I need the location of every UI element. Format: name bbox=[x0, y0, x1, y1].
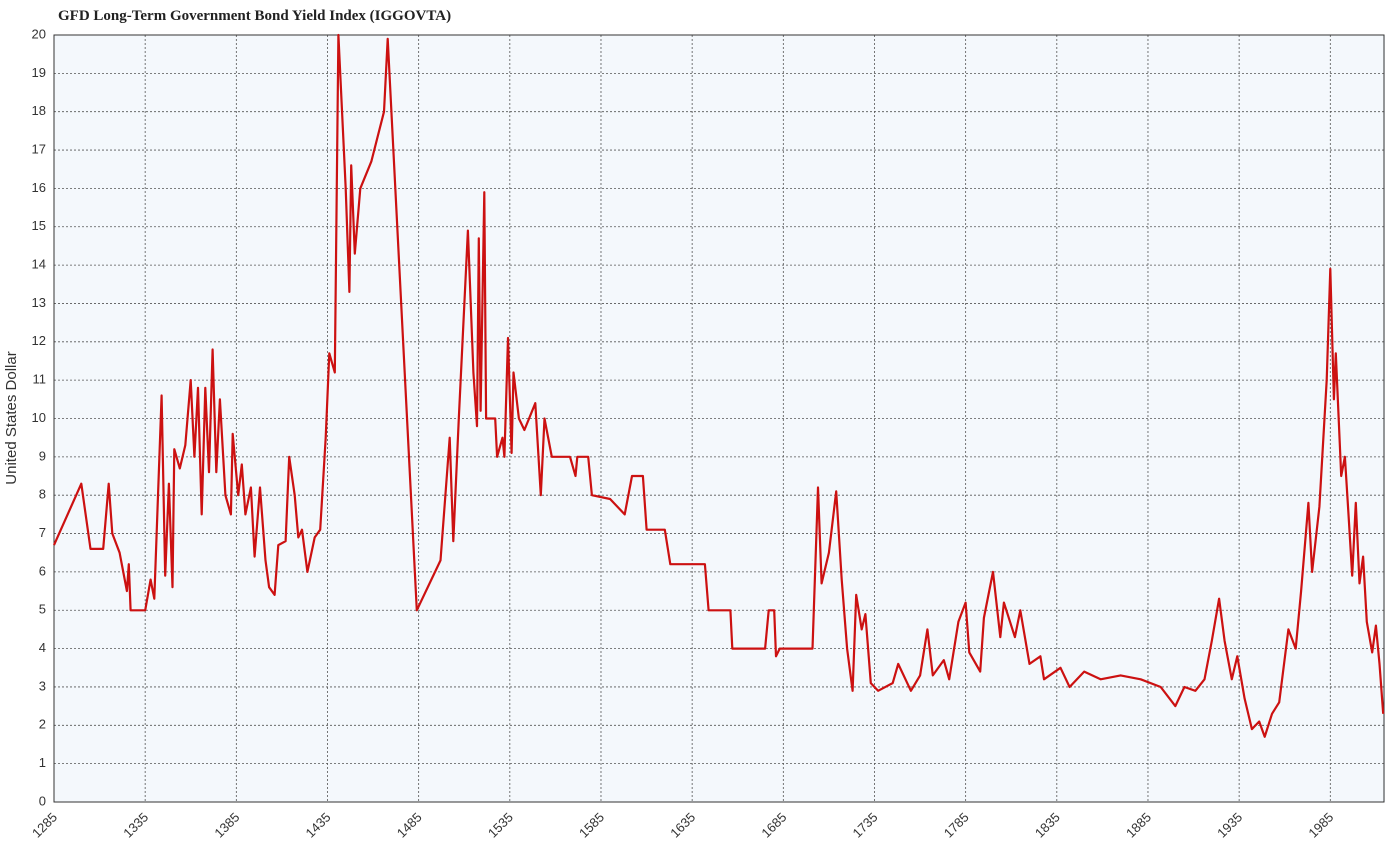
x-tick-label: 1985 bbox=[1305, 810, 1336, 841]
y-tick-label: 9 bbox=[39, 448, 46, 463]
line-series bbox=[52, 33, 1385, 738]
y-tick-label: 7 bbox=[39, 525, 46, 540]
y-tick-label: 0 bbox=[39, 793, 46, 808]
y-tick-label: 15 bbox=[32, 218, 46, 233]
y-tick-label: 4 bbox=[39, 640, 46, 655]
x-tick-label: 1935 bbox=[1214, 810, 1245, 841]
y-tick-label: 18 bbox=[32, 103, 46, 118]
y-tick-label: 17 bbox=[32, 141, 46, 156]
x-tick-label: 1285 bbox=[29, 810, 60, 841]
x-tick-label: 1735 bbox=[850, 810, 881, 841]
y-tick-label: 19 bbox=[32, 65, 46, 80]
x-tick-label: 1335 bbox=[120, 810, 151, 841]
x-tick-label: 1485 bbox=[394, 810, 425, 841]
y-tick-label: 11 bbox=[33, 372, 47, 387]
y-tick-label: 10 bbox=[32, 410, 46, 425]
plot-frame bbox=[53, 34, 1385, 803]
x-tick-label: 1885 bbox=[1123, 810, 1154, 841]
y-axis-label: United States Dollar bbox=[3, 351, 20, 484]
y-tick-label: 20 bbox=[32, 26, 46, 41]
x-tick-label: 1835 bbox=[1032, 810, 1063, 841]
x-tick-label: 1435 bbox=[303, 810, 334, 841]
y-tick-label: 5 bbox=[39, 602, 46, 617]
y-tick-label: 2 bbox=[39, 717, 46, 732]
y-tick-label: 3 bbox=[39, 678, 46, 693]
y-tick-label: 14 bbox=[32, 257, 46, 272]
x-tick-label: 1785 bbox=[941, 810, 972, 841]
y-tick-label: 16 bbox=[32, 180, 46, 195]
y-tick-label: 13 bbox=[32, 295, 46, 310]
chart-title: GFD Long-Term Government Bond Yield Inde… bbox=[58, 8, 451, 24]
x-tick-label: 1535 bbox=[485, 810, 516, 841]
x-tick-label: 1585 bbox=[576, 810, 607, 841]
x-tick-label: 1385 bbox=[211, 810, 242, 841]
y-tick-label: 8 bbox=[39, 487, 46, 502]
x-tick-label: 1635 bbox=[667, 810, 698, 841]
y-tick-label: 1 bbox=[39, 755, 46, 770]
x-tick-label: 1685 bbox=[758, 810, 789, 841]
y-tick-label: 6 bbox=[39, 563, 46, 578]
y-tick-label: 12 bbox=[32, 333, 46, 348]
